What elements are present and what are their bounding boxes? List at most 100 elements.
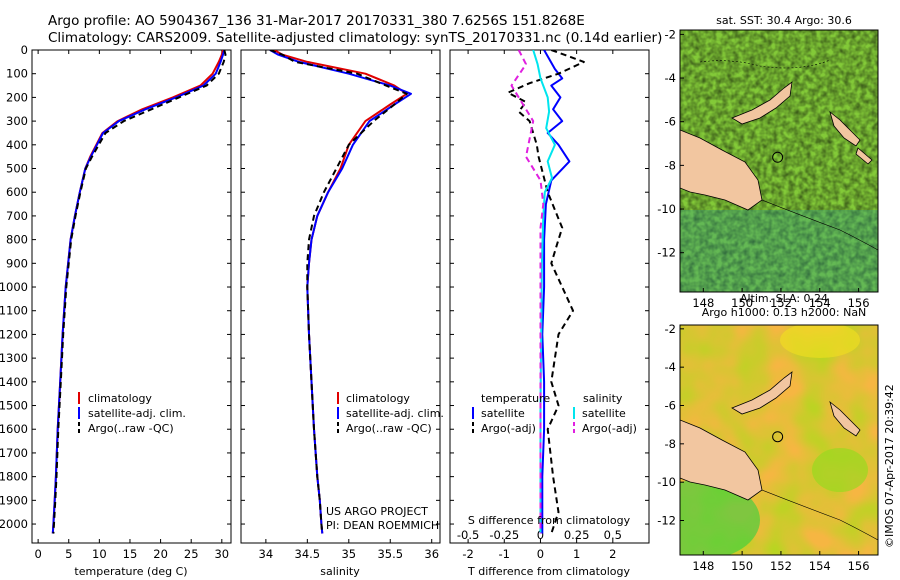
map-x-tick-label: 156	[848, 296, 870, 310]
x-tick-label: 35	[341, 547, 356, 561]
x-tick-label: 10	[92, 547, 107, 561]
y-tick-label: 300	[6, 114, 28, 128]
y-tick-label: 1100	[0, 304, 28, 318]
map-x-tick-label: 150	[731, 296, 753, 310]
x2-tick-label: -0.5	[457, 528, 479, 542]
map-y-tick-label: -12	[657, 246, 676, 260]
x-tick-label: 1	[573, 547, 580, 561]
map-x-tick-label: 152	[770, 296, 792, 310]
legend-argo: Argo(..raw -QC)	[346, 422, 432, 435]
land-bougainville	[829, 400, 861, 437]
x-tick-label: 30	[214, 547, 229, 561]
map-y-tick-label: -10	[657, 202, 676, 216]
difference-x2label: S difference from climatology	[468, 514, 631, 527]
land-new-britain	[731, 371, 793, 415]
y-tick-label: 1600	[0, 422, 28, 436]
y-tick-label: 600	[6, 185, 28, 199]
header-line2: Climatology: CARS2009. Satellite-adjuste…	[48, 30, 662, 46]
y-tick-label: 1700	[0, 446, 28, 460]
land-new-britain	[731, 81, 793, 125]
map-x-tick-label: 148	[692, 559, 714, 573]
sst-map-frame	[679, 29, 879, 293]
y-tick-label: 1800	[0, 470, 28, 484]
x-tick-label: 25	[184, 547, 199, 561]
legend-satellite: satellite-adj. clim.	[346, 407, 444, 420]
map-y-tick-label: -8	[665, 437, 676, 451]
sla-map-frame	[679, 324, 879, 556]
temperature-legend: climatology satellite-adj. clim. Argo(..…	[78, 392, 186, 435]
pi-annotation: PI: DEAN ROEMMICH	[326, 519, 439, 532]
float-position-marker	[772, 431, 784, 443]
difference-lines	[506, 50, 585, 534]
y-tick-label: 100	[6, 67, 28, 81]
legend-s-satellite: satellite	[582, 407, 626, 420]
y-tick-label: 700	[6, 209, 28, 223]
map-y-tick-label: -6	[665, 399, 676, 413]
series-line-climatology	[51, 50, 224, 534]
map-x-tick-label: 154	[809, 296, 831, 310]
header-line1: Argo profile: AO 5904367_136 31-Mar-2017…	[48, 13, 585, 29]
x-tick-label: 15	[123, 547, 138, 561]
map-y-tick-label: -2	[665, 322, 676, 336]
map-y-tick-label: -4	[665, 71, 676, 85]
legend-satellite: satellite-adj. clim.	[88, 407, 186, 420]
y-tick-label: 200	[6, 90, 28, 104]
salinity-axes	[240, 49, 441, 544]
map-y-tick-label: -6	[665, 115, 676, 129]
imos-watermark: ©IMOS 07-Apr-2017 20:39:42	[883, 384, 896, 548]
salinity-xlabel: salinity	[320, 565, 360, 578]
salinity-legend: climatology satellite-adj. clim. Argo(..…	[337, 392, 444, 435]
legend-title-temperature: temperature	[481, 392, 550, 405]
y-tick-label: 400	[6, 138, 28, 152]
y-tick-label: 1500	[0, 399, 28, 413]
sla-map-field	[680, 325, 878, 555]
legend-climatology: climatology	[88, 392, 152, 405]
bathymetry-contour	[761, 489, 878, 541]
x-tick-label: 2	[609, 547, 616, 561]
y-tick-label: 1200	[0, 327, 28, 341]
legend-s-argo: Argo(-adj)	[582, 422, 637, 435]
land-new-guinea	[680, 129, 763, 211]
y-tick-label: 1400	[0, 375, 28, 389]
y-tick-label: 1300	[0, 351, 28, 365]
x-tick-label: 36	[424, 547, 439, 561]
y-tick-label: 1000	[0, 280, 28, 294]
y-tick-label: 800	[6, 233, 28, 247]
series-line-t-satellite	[541, 50, 571, 534]
x-tick-label: -1	[499, 547, 510, 561]
sla-map-ticks: 148 150 152 154 156 -2 -4 -6 -8 -10 -12	[657, 322, 869, 573]
x-tick-label: 34	[259, 547, 274, 561]
series-line-climatology	[273, 50, 408, 534]
map-x-tick-label: 156	[848, 559, 870, 573]
temperature-axes	[31, 49, 232, 544]
y-tick-label: 1900	[0, 493, 28, 507]
series-line-argo-raw-qc-	[269, 50, 408, 534]
land-bougainville	[829, 110, 861, 147]
x-tick-label: 5	[65, 547, 72, 561]
y-tick-label: 500	[6, 162, 28, 176]
series-line-satellite-adj-clim-	[269, 50, 412, 534]
legend-argo: Argo(..raw -QC)	[88, 422, 174, 435]
series-line-s-satellite	[532, 50, 556, 534]
series-line-argo-raw-qc-	[52, 50, 227, 534]
map-y-tick-label: -4	[665, 360, 676, 374]
map-x-tick-label: 148	[692, 296, 714, 310]
map-y-tick-label: -12	[657, 514, 676, 528]
legend-climatology: climatology	[346, 392, 410, 405]
x-tick-label: -2	[462, 547, 473, 561]
x-tick-label: 0	[34, 547, 41, 561]
bathymetry-contour	[761, 199, 878, 251]
difference-xlabel: T difference from climatology	[467, 565, 630, 578]
x2-tick-label: -0.25	[489, 528, 519, 542]
x2-tick-label: 0.25	[564, 528, 590, 542]
y-tick-label: 2000	[0, 517, 28, 531]
series-line-t-argo	[506, 50, 585, 534]
sst-map-field	[680, 30, 878, 292]
y-tick-label: 900	[6, 256, 28, 270]
x-tick-label: 0	[537, 547, 544, 561]
project-annotation: US ARGO PROJECT	[326, 505, 428, 518]
x-tick-label: 20	[153, 547, 168, 561]
legend-t-satellite: satellite	[481, 407, 525, 420]
float-position-marker	[772, 151, 784, 163]
